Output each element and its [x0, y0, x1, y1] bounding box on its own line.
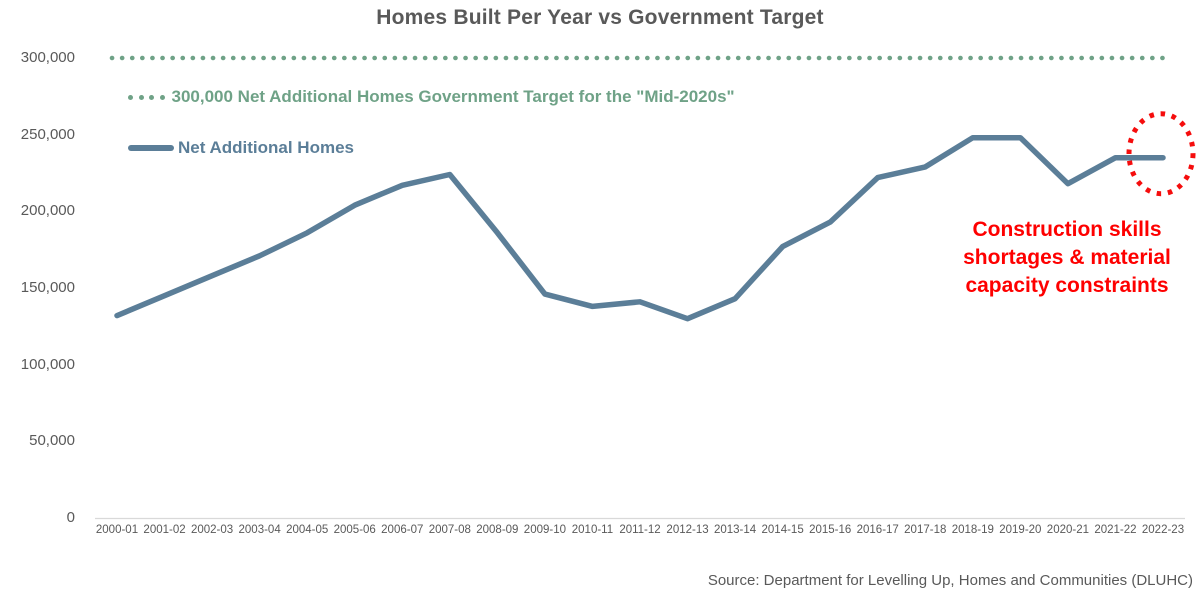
line-swatch-icon [128, 145, 174, 151]
x-tick-label: 2010-11 [571, 524, 614, 536]
x-tick-label: 2021-22 [1094, 524, 1137, 536]
y-tick-label: 100,000 [20, 355, 75, 373]
x-tick-label: 2009-10 [523, 524, 567, 536]
x-tick-label: 2008-09 [476, 524, 519, 536]
net-additional-homes-line [114, 134, 1166, 322]
x-tick-label: 2018-19 [951, 524, 994, 536]
annotation-construction-skills: Construction skills shortages & material… [963, 218, 1171, 297]
x-tick-label: 2005-06 [333, 524, 376, 536]
y-tick-label: 200,000 [20, 202, 75, 220]
legend-homes-label: Net Additional Homes [178, 138, 354, 157]
legend-item-homes: Net Additional Homes [128, 138, 354, 158]
x-tick-label: 2016-17 [856, 524, 899, 536]
x-tick-label: 2020-21 [1046, 524, 1090, 536]
x-tick-label: 2014-15 [761, 524, 804, 536]
x-tick-label: 2017-18 [904, 524, 947, 536]
x-tick-label: 2015-16 [809, 524, 852, 536]
x-tick-label: 2011-12 [619, 524, 661, 536]
y-tick-label: 0 [66, 509, 75, 526]
chart-title: Homes Built Per Year vs Government Targe… [376, 6, 824, 29]
x-tick-label: 2019-20 [999, 524, 1042, 536]
legend-item-target: 300,000 Net Additional Homes Government … [128, 87, 735, 107]
x-tick-label: 2001-02 [143, 524, 186, 536]
x-tick-label: 2013-14 [713, 524, 757, 536]
x-tick-label: 2004-05 [286, 524, 329, 536]
y-tick-label: 150,000 [20, 279, 75, 296]
source-note: Source: Department for Levelling Up, Hom… [707, 572, 1193, 589]
x-tick-label: 2003-04 [238, 524, 281, 536]
x-tick-label: 2000-01 [95, 524, 139, 536]
x-tick-label: 2022-23 [1141, 524, 1185, 536]
y-tick-label: 300,000 [20, 49, 75, 66]
y-tick-label: 250,000 [20, 125, 75, 143]
y-tick-label: 50,000 [29, 432, 75, 450]
dotted-line-swatch-icon [128, 94, 165, 100]
x-tick-label: 2007-08 [428, 524, 471, 536]
x-tick-label: 2006-07 [381, 524, 424, 536]
legend-target-label: 300,000 Net Additional Homes Government … [171, 87, 735, 106]
x-tick-label: 2002-03 [190, 524, 234, 536]
highlight-circle [1126, 111, 1196, 197]
x-tick-label: 2012-13 [666, 524, 709, 536]
